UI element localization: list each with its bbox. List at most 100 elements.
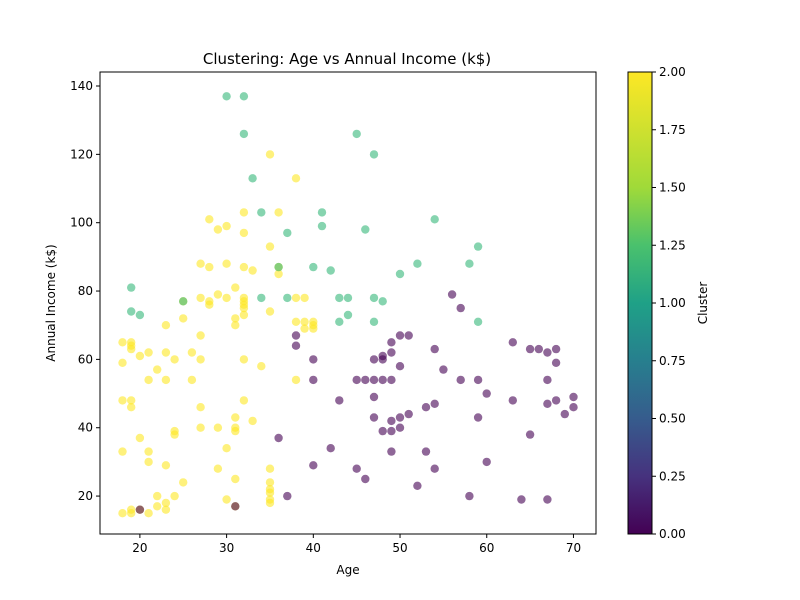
data-point-cluster-1 — [395, 269, 405, 279]
data-point-cluster-2 — [265, 498, 275, 508]
data-point-cluster-0 — [369, 355, 379, 364]
data-point-cluster-2 — [161, 348, 171, 357]
data-point-cluster-0 — [387, 348, 396, 357]
data-point-cluster-2 — [274, 269, 283, 279]
data-point-cluster-2 — [265, 478, 275, 487]
data-point-cluster-0 — [361, 474, 370, 484]
data-point-cluster-0 — [551, 396, 561, 405]
data-point-cluster-2 — [291, 174, 301, 183]
data-point-cluster-2 — [118, 338, 127, 347]
data-point-cluster-0 — [413, 481, 422, 490]
data-point-cluster-0 — [395, 413, 405, 422]
x-tick-label: 20 — [132, 541, 147, 555]
data-point-cluster-2 — [300, 317, 309, 326]
y-tick-label: 80 — [78, 284, 93, 298]
data-point-cluster-0 — [543, 348, 552, 357]
data-point-cluster-0 — [551, 344, 561, 354]
y-tick-label: 120 — [70, 147, 93, 161]
data-point-cluster-0 — [543, 495, 552, 504]
data-point-cluster-2 — [161, 461, 171, 470]
data-point-cluster-2 — [265, 242, 275, 251]
data-point-cluster-2 — [222, 444, 231, 453]
data-point-cluster-0 — [569, 392, 578, 402]
data-point-cluster-2 — [135, 433, 145, 443]
data-point-cluster-1 — [239, 129, 249, 139]
data-point-cluster-0 — [517, 495, 526, 504]
colorbar-gradient — [627, 71, 653, 535]
data-point-cluster-1 — [326, 266, 335, 275]
data-point-cluster-0 — [508, 396, 517, 405]
data-point-cluster-0 — [283, 491, 292, 501]
data-point-cluster-1 — [127, 307, 136, 316]
data-point-cluster-0 — [361, 375, 370, 385]
y-axis: 20 40 60 80 100 120 140 — [70, 79, 100, 503]
data-point-cluster-0 — [569, 403, 578, 412]
data-point-cluster-2 — [274, 208, 283, 217]
data-point-cluster-0 — [482, 457, 491, 467]
data-point-cluster-2 — [196, 355, 205, 364]
data-point-cluster-0 — [551, 358, 561, 367]
data-point-cluster-1 — [257, 293, 266, 303]
data-point-cluster-2 — [309, 317, 318, 326]
data-point-cluster-2 — [300, 293, 309, 303]
colorbar-label: Cluster — [696, 282, 710, 325]
data-point-cluster-2 — [170, 426, 179, 436]
data-point-cluster-2 — [127, 341, 136, 350]
data-point-cluster-1 — [335, 293, 344, 303]
data-point-cluster-1 — [317, 208, 327, 217]
data-point-cluster-2 — [213, 225, 223, 234]
data-point-cluster-1 — [343, 293, 353, 303]
data-point-cluster-0 — [369, 375, 379, 385]
data-point-cluster-0 — [274, 433, 283, 443]
data-point-cluster-0 — [473, 413, 483, 422]
data-point-cluster-1 — [369, 317, 379, 326]
data-point-cluster-0 — [395, 331, 405, 340]
data-point-cluster-1 — [239, 92, 249, 101]
data-point-cluster-2 — [144, 457, 153, 467]
data-point-cluster-1 — [222, 92, 231, 101]
data-point-cluster-1 — [179, 297, 188, 306]
data-point-cluster-2 — [239, 228, 249, 238]
data-point-cluster-0 — [387, 426, 396, 436]
data-point-cluster-2 — [248, 266, 257, 275]
colorbar-tick-label: 1.75 — [659, 123, 686, 137]
data-point-cluster-2 — [222, 259, 231, 268]
data-point-cluster-0 — [387, 447, 396, 456]
data-point-cluster-2 — [231, 314, 240, 323]
data-point-cluster-1 — [257, 208, 266, 217]
data-point-cluster-0 — [447, 290, 457, 299]
data-point-cluster-0 — [534, 344, 543, 354]
data-point-cluster-2 — [265, 488, 275, 497]
x-axis-label: Age — [336, 563, 359, 577]
data-point-cluster-2 — [222, 495, 231, 504]
data-point-cluster-2 — [170, 355, 179, 364]
data-point-cluster-0 — [309, 461, 318, 470]
data-point-cluster-1 — [309, 262, 318, 272]
data-point-cluster-1 — [127, 283, 136, 292]
data-point-cluster-0 — [378, 375, 387, 385]
data-point-cluster-2 — [205, 215, 214, 224]
data-point-cluster-2 — [291, 293, 301, 303]
data-point-cluster-0 — [387, 416, 396, 426]
data-point-cluster-2 — [231, 423, 240, 432]
data-point-cluster-2 — [161, 375, 171, 385]
data-point-cluster-1 — [343, 310, 353, 320]
data-point-cluster-0 — [309, 375, 318, 385]
data-point-cluster-1 — [378, 297, 387, 306]
data-point-cluster-0 — [135, 505, 145, 514]
colorbar-tick-label: 1.00 — [659, 296, 686, 310]
data-point-cluster-0 — [525, 344, 535, 354]
x-tick-label: 50 — [392, 541, 407, 555]
data-point-cluster-2 — [265, 150, 275, 159]
data-point-cluster-2 — [144, 447, 153, 456]
data-point-cluster-0 — [525, 430, 535, 439]
data-point-cluster-1 — [317, 221, 327, 231]
data-point-cluster-2 — [222, 293, 231, 303]
x-tick-label: 30 — [219, 541, 234, 555]
data-point-cluster-0 — [439, 365, 448, 374]
data-point-cluster-2 — [265, 464, 275, 473]
data-point-cluster-2 — [213, 423, 223, 432]
data-point-cluster-1 — [283, 228, 292, 238]
data-point-cluster-0 — [430, 399, 439, 408]
